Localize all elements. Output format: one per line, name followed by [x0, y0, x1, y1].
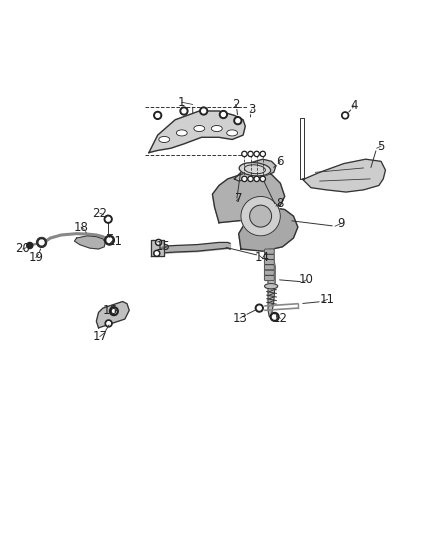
Polygon shape	[212, 170, 285, 223]
Circle shape	[107, 238, 112, 243]
Circle shape	[242, 176, 247, 182]
Circle shape	[261, 177, 264, 180]
Circle shape	[39, 240, 44, 245]
Circle shape	[243, 152, 246, 155]
Circle shape	[180, 107, 188, 115]
Circle shape	[155, 252, 158, 255]
Circle shape	[255, 152, 258, 155]
Text: 16: 16	[103, 304, 118, 317]
Circle shape	[254, 151, 259, 157]
Circle shape	[241, 197, 280, 236]
Circle shape	[112, 309, 116, 313]
Text: 11: 11	[320, 293, 335, 306]
Circle shape	[110, 307, 118, 316]
Circle shape	[105, 320, 112, 327]
Circle shape	[272, 314, 277, 319]
Circle shape	[260, 151, 265, 157]
FancyBboxPatch shape	[265, 275, 274, 280]
FancyBboxPatch shape	[265, 254, 274, 260]
Text: 17: 17	[92, 330, 107, 343]
Circle shape	[261, 152, 264, 155]
Text: 14: 14	[254, 251, 269, 264]
Ellipse shape	[265, 284, 278, 289]
Circle shape	[243, 177, 246, 180]
Circle shape	[257, 306, 261, 310]
Circle shape	[255, 177, 258, 180]
Text: 1: 1	[178, 96, 186, 109]
Text: 21: 21	[107, 235, 122, 248]
Text: 12: 12	[273, 312, 288, 325]
Text: 19: 19	[28, 251, 43, 264]
Circle shape	[154, 111, 162, 119]
Text: 6: 6	[276, 155, 284, 168]
Circle shape	[27, 243, 33, 248]
Circle shape	[249, 177, 252, 180]
Circle shape	[248, 151, 253, 157]
Circle shape	[37, 238, 46, 247]
Text: 20: 20	[15, 243, 30, 255]
Polygon shape	[234, 159, 276, 181]
Ellipse shape	[194, 125, 205, 132]
Polygon shape	[74, 236, 105, 249]
FancyBboxPatch shape	[265, 260, 274, 265]
Polygon shape	[302, 159, 385, 192]
Circle shape	[221, 112, 225, 117]
FancyBboxPatch shape	[265, 249, 274, 254]
Polygon shape	[96, 302, 129, 328]
Text: 13: 13	[233, 312, 247, 325]
Circle shape	[182, 109, 186, 113]
Circle shape	[105, 236, 114, 245]
Circle shape	[106, 217, 110, 221]
Circle shape	[270, 312, 279, 321]
Circle shape	[249, 152, 252, 155]
Polygon shape	[268, 249, 275, 317]
Circle shape	[343, 114, 347, 117]
Text: 5: 5	[378, 140, 385, 152]
Circle shape	[157, 241, 160, 244]
Text: 4: 4	[350, 99, 358, 112]
Text: 22: 22	[92, 207, 107, 220]
Text: 3: 3	[248, 103, 255, 116]
Text: 9: 9	[337, 217, 345, 230]
Circle shape	[200, 107, 208, 115]
Circle shape	[155, 239, 162, 246]
Circle shape	[260, 176, 265, 182]
Text: 8: 8	[276, 197, 283, 211]
Ellipse shape	[159, 136, 170, 142]
Ellipse shape	[211, 125, 222, 132]
Text: 15: 15	[155, 240, 170, 253]
Circle shape	[250, 205, 272, 227]
FancyBboxPatch shape	[265, 270, 274, 275]
Ellipse shape	[239, 163, 271, 176]
Circle shape	[242, 151, 247, 157]
Circle shape	[248, 176, 253, 182]
Circle shape	[107, 322, 110, 325]
Circle shape	[255, 304, 263, 312]
Text: 18: 18	[74, 221, 88, 233]
Ellipse shape	[176, 130, 187, 136]
Text: 2: 2	[232, 98, 240, 111]
Polygon shape	[149, 111, 245, 152]
Circle shape	[219, 110, 227, 118]
Circle shape	[342, 112, 349, 119]
Polygon shape	[151, 240, 164, 255]
Circle shape	[201, 109, 206, 113]
Polygon shape	[239, 207, 298, 251]
Circle shape	[154, 251, 160, 256]
Circle shape	[234, 117, 242, 125]
Circle shape	[156, 114, 159, 117]
Circle shape	[236, 119, 240, 123]
Text: 10: 10	[299, 273, 314, 286]
Ellipse shape	[227, 130, 237, 136]
Circle shape	[104, 215, 112, 223]
Circle shape	[254, 176, 259, 182]
FancyBboxPatch shape	[265, 265, 274, 270]
Text: 7: 7	[235, 192, 243, 205]
